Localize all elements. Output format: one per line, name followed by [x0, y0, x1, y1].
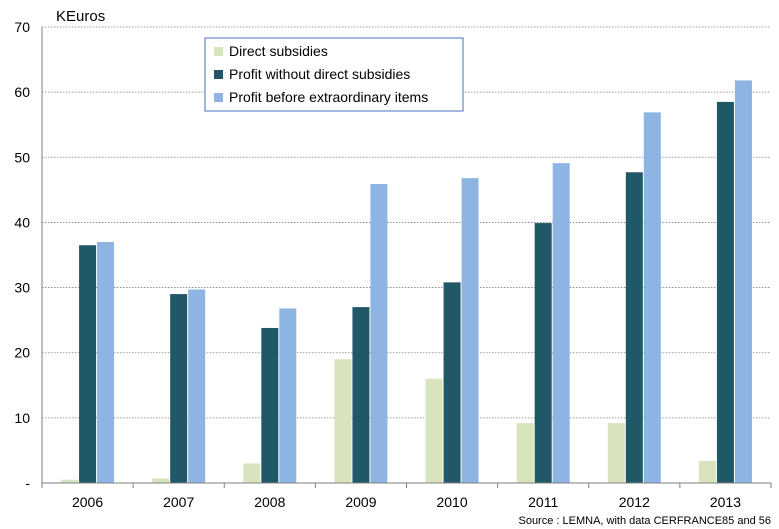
y-tick-label: 50: [14, 149, 30, 165]
y-tick-label: 60: [14, 84, 30, 100]
legend-label: Profit without direct subsidies: [229, 66, 410, 82]
bar: [261, 327, 279, 483]
bar: [243, 463, 261, 483]
bar: [425, 378, 443, 483]
bar: [352, 307, 370, 483]
bar: [334, 359, 352, 483]
axes: [41, 27, 772, 488]
source-note: Source : LEMNA, with data CERFRANCE85 an…: [518, 515, 771, 527]
bar: [698, 460, 716, 483]
bar: [61, 479, 79, 483]
x-tick-label: 2008: [254, 494, 285, 510]
bar: [97, 241, 115, 483]
bar: [152, 478, 170, 483]
bar: [734, 80, 752, 483]
bar: [534, 223, 552, 483]
legend-label: Profit before extraordinary items: [229, 89, 428, 105]
x-tick-label: 2009: [345, 494, 376, 510]
y-tick-label: 40: [14, 214, 30, 230]
bar: [625, 172, 643, 484]
legend-box: [204, 37, 464, 112]
bar: [607, 423, 625, 483]
legend-swatch: [214, 47, 223, 56]
bar: [79, 245, 97, 483]
bar: [279, 308, 297, 483]
bar: [716, 101, 734, 484]
x-tick-labels: 2006 2007 2008 2009 2010 2011 2012 2013: [72, 494, 741, 510]
legend: Direct subsidies Profit without direct su…: [204, 37, 464, 112]
y-tick-labels: - 10 20 30 40 50 60 70: [14, 19, 30, 491]
legend-label: Direct subsidies: [229, 43, 328, 59]
bar: [370, 183, 388, 483]
x-tick-label: 2012: [619, 494, 650, 510]
bar: [170, 294, 188, 483]
x-tick-label: 2010: [436, 494, 467, 510]
y-tick-label: 10: [14, 410, 30, 426]
bar: [516, 423, 534, 483]
y-tick-label: 70: [14, 19, 30, 35]
y-tick-label: 20: [14, 345, 30, 361]
bars: [61, 80, 752, 484]
x-tick-label: 2013: [710, 494, 741, 510]
bar: [643, 112, 661, 483]
x-tick-label: 2006: [72, 494, 103, 510]
x-tick-label: 2007: [163, 494, 194, 510]
x-tick-label: 2011: [528, 494, 558, 510]
legend-swatch: [214, 93, 223, 102]
legend-swatch: [214, 70, 223, 79]
y-tick-label: 30: [14, 280, 30, 296]
bar: [461, 178, 479, 484]
bar: [188, 289, 206, 483]
y-tick-label: -: [25, 475, 30, 491]
bar: [443, 282, 461, 483]
bar: [552, 163, 570, 484]
y-axis-unit-label: KEuros: [56, 8, 105, 25]
